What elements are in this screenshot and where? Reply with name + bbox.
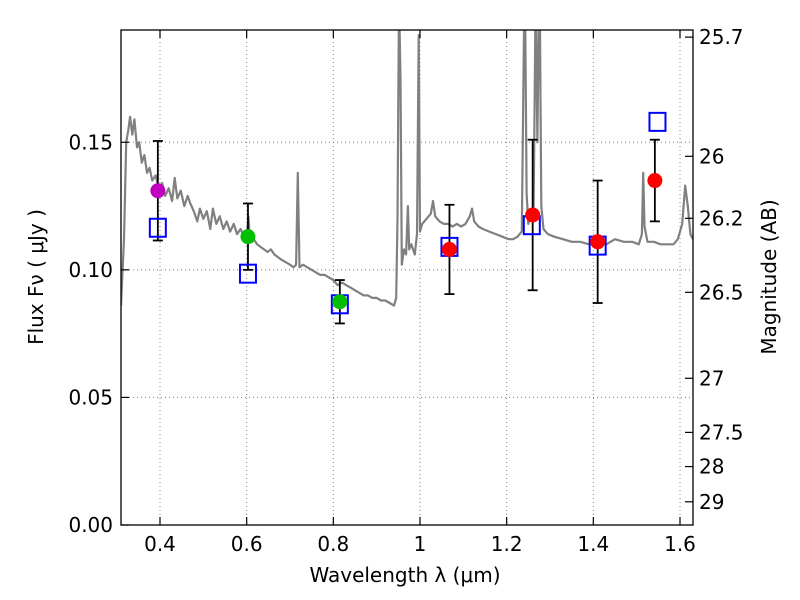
observed-flux-point [525, 207, 541, 223]
observed-flux-point [441, 241, 457, 257]
right-axis-tick-label: 27 [699, 366, 724, 390]
x-tick-label: 0.8 [317, 532, 349, 556]
right-axis-tick-label: 26 [699, 144, 724, 168]
x-tick-label: 1.6 [664, 532, 696, 556]
right-axis-tick-label: 29 [699, 490, 724, 514]
observed-flux-point [240, 229, 256, 245]
y-tick-label: 0.10 [68, 258, 113, 282]
observed-flux-point [150, 183, 166, 199]
x-axis-label: Wavelength λ (μm) [309, 563, 500, 587]
x-tick-label: 1.4 [577, 532, 609, 556]
observed-flux-point [647, 173, 663, 189]
model-spectrum-line [121, 30, 693, 307]
right-axis-tick-label: 28 [699, 455, 724, 479]
y-tick-label: 0.15 [68, 130, 113, 154]
axes: 0.4 0.6 0.8 1 1.2 1.4 1.6 0.00 0.05 0.10 0.15 25.7 2… [68, 25, 743, 556]
right-axis-tick-label: 26.5 [699, 280, 744, 304]
y-axis-label-right: Magnitude (AB) [757, 199, 781, 354]
right-axis-tick-label: 25.7 [699, 25, 744, 49]
model-photometry-box [238, 263, 257, 284]
y-tick-label: 0.00 [68, 513, 113, 537]
x-tick-label: 0.6 [231, 532, 263, 556]
plot-area [121, 30, 693, 325]
x-tick-label: 1 [414, 532, 427, 556]
x-tick-label: 0.4 [144, 532, 176, 556]
model-photometry-box [648, 111, 667, 132]
model-photometry-box [148, 217, 167, 238]
observed-flux-point [590, 234, 606, 250]
x-tick-label: 1.2 [491, 532, 523, 556]
plot-frame [120, 29, 694, 526]
y-tick-label: 0.05 [68, 385, 113, 409]
right-axis-tick-label: 26.2 [699, 206, 744, 230]
y-axis-label-left: Flux Fν ( μJy ) [24, 209, 48, 345]
right-axis-tick-label: 27.5 [699, 420, 744, 444]
observed-flux-point [332, 294, 348, 310]
